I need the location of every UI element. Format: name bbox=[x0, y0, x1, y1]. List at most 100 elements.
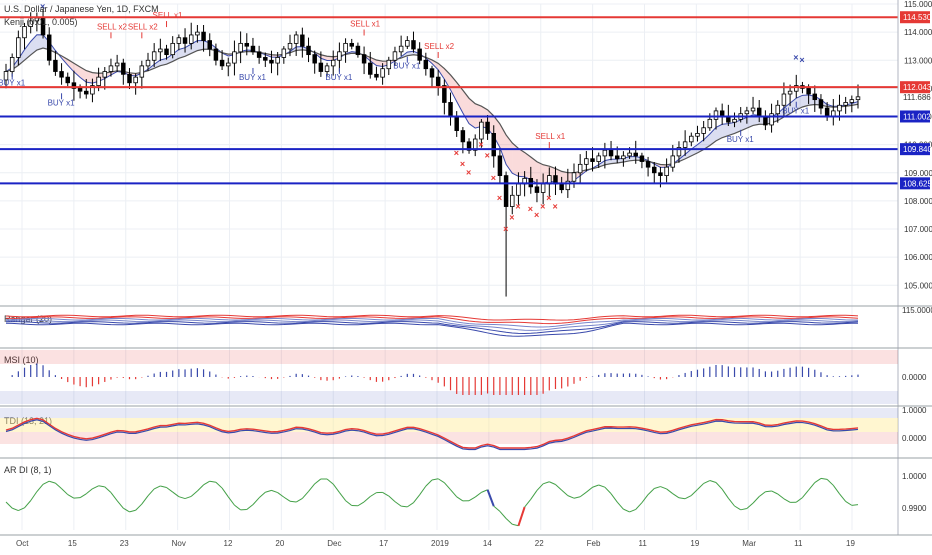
candle-body-50 bbox=[313, 55, 317, 63]
candle-body-55 bbox=[344, 43, 348, 51]
candle-body-47 bbox=[294, 35, 298, 43]
candle-body-39 bbox=[245, 43, 249, 46]
candle-body-62 bbox=[387, 60, 391, 68]
candle-body-135 bbox=[838, 105, 842, 111]
candle-body-121 bbox=[751, 108, 755, 111]
candle-body-72 bbox=[449, 102, 453, 116]
ardi-axis-label-bottom: 0.9900 bbox=[902, 504, 927, 513]
candle-body-15 bbox=[97, 77, 101, 85]
candle-body-130 bbox=[807, 88, 811, 94]
candle-body-8 bbox=[54, 60, 58, 71]
candle-body-122 bbox=[757, 108, 761, 116]
candle-body-99 bbox=[615, 156, 619, 159]
candle-body-86 bbox=[535, 187, 539, 193]
candle-body-20 bbox=[128, 74, 132, 82]
signal-label-9: BUY x1 bbox=[393, 62, 421, 71]
candle-body-90 bbox=[560, 184, 564, 190]
level-tag-3: 109.840 bbox=[903, 145, 932, 154]
candle-body-21 bbox=[134, 77, 138, 83]
candle-body-137 bbox=[850, 100, 854, 103]
signal-label-4: SELL x2 bbox=[128, 22, 158, 31]
candle-body-127 bbox=[788, 91, 792, 94]
x-marker-1: × bbox=[460, 159, 465, 169]
candle-body-3 bbox=[23, 27, 27, 38]
candle-body-112 bbox=[696, 133, 700, 136]
level-tag-4: 108.625 bbox=[903, 179, 932, 188]
candle-body-60 bbox=[375, 74, 379, 77]
last-price-label: 111.686 bbox=[903, 93, 931, 102]
candle-body-70 bbox=[436, 77, 440, 85]
candle-body-97 bbox=[603, 150, 607, 156]
candle-body-80 bbox=[498, 156, 502, 176]
candle-body-29 bbox=[183, 38, 187, 44]
x-tick-label-8: 2019 bbox=[431, 539, 449, 548]
candle-body-2 bbox=[17, 38, 21, 58]
indicator-label: Kenji (0.01, 0.005) bbox=[4, 17, 78, 27]
signal-label-8: BUY x1 bbox=[325, 73, 353, 82]
candle-body-46 bbox=[288, 43, 292, 49]
x-tick-label-0: Oct bbox=[16, 539, 29, 548]
candle-body-111 bbox=[689, 136, 693, 142]
candle-body-1 bbox=[10, 57, 14, 71]
candle-body-103 bbox=[640, 156, 644, 162]
ranger-axis-label: 115.0000 bbox=[902, 306, 932, 315]
y-tick-label-0: 105.000 bbox=[904, 281, 932, 290]
candle-body-33 bbox=[208, 41, 212, 49]
y-tick-label-8: 113.000 bbox=[904, 56, 932, 65]
candle-body-40 bbox=[251, 46, 255, 52]
candle-body-59 bbox=[368, 63, 372, 74]
y-tick-label-10: 115.000 bbox=[904, 0, 932, 9]
candle-body-126 bbox=[782, 94, 786, 105]
candle-body-36 bbox=[226, 63, 230, 66]
candle-body-100 bbox=[622, 156, 626, 159]
candle-body-23 bbox=[146, 60, 150, 66]
x-marker-11: × bbox=[534, 210, 539, 220]
candle-body-37 bbox=[233, 52, 237, 63]
signal-label-3: SELL x2 bbox=[97, 22, 127, 31]
msi-top-zone bbox=[0, 350, 898, 364]
y-tick-label-9: 114.000 bbox=[904, 28, 932, 37]
candle-body-25 bbox=[159, 49, 163, 52]
candle-body-133 bbox=[825, 108, 829, 116]
candle-body-81 bbox=[504, 176, 508, 207]
candle-body-24 bbox=[152, 52, 156, 60]
candle-body-45 bbox=[282, 49, 286, 57]
x-marker-0: × bbox=[454, 148, 459, 158]
candle-body-105 bbox=[652, 167, 656, 173]
x-marker-14: × bbox=[552, 201, 557, 211]
ema-band-seg-83 bbox=[518, 148, 524, 176]
x-marker-5: × bbox=[491, 173, 496, 183]
tdi-axis-label-top: 1.0000 bbox=[902, 406, 927, 415]
candle-body-73 bbox=[455, 117, 459, 131]
x-marker-3: × bbox=[478, 139, 483, 149]
candle-body-95 bbox=[591, 159, 595, 162]
candle-body-26 bbox=[165, 49, 169, 55]
x-tick-label-15: 11 bbox=[794, 539, 803, 548]
candle-body-32 bbox=[202, 32, 206, 40]
candle-body-41 bbox=[257, 52, 261, 58]
candle-body-87 bbox=[541, 184, 545, 192]
candle-body-17 bbox=[109, 66, 113, 72]
candle-body-82 bbox=[510, 195, 514, 206]
candle-body-96 bbox=[597, 156, 601, 162]
candle-body-78 bbox=[486, 122, 490, 133]
level-tag-0: 114.530 bbox=[903, 13, 932, 22]
chart-title: U.S. Dollar / Japanese Yen, 1D, FXCM bbox=[4, 4, 159, 14]
candle-body-132 bbox=[819, 100, 823, 108]
candle-body-93 bbox=[578, 164, 582, 172]
ema-band-seg-86 bbox=[537, 162, 543, 184]
candle-body-43 bbox=[270, 60, 274, 63]
candle-body-13 bbox=[84, 91, 88, 94]
candle-body-63 bbox=[393, 52, 397, 60]
candle-body-138 bbox=[856, 97, 860, 100]
x-marker-top-5: × bbox=[799, 55, 804, 65]
candle-body-34 bbox=[214, 49, 218, 60]
x-tick-label-12: 11 bbox=[639, 539, 648, 548]
x-tick-label-11: Feb bbox=[587, 539, 601, 548]
signal-label-11: BUY x1 bbox=[782, 107, 810, 116]
candle-body-120 bbox=[745, 111, 749, 114]
candle-body-68 bbox=[424, 60, 428, 68]
